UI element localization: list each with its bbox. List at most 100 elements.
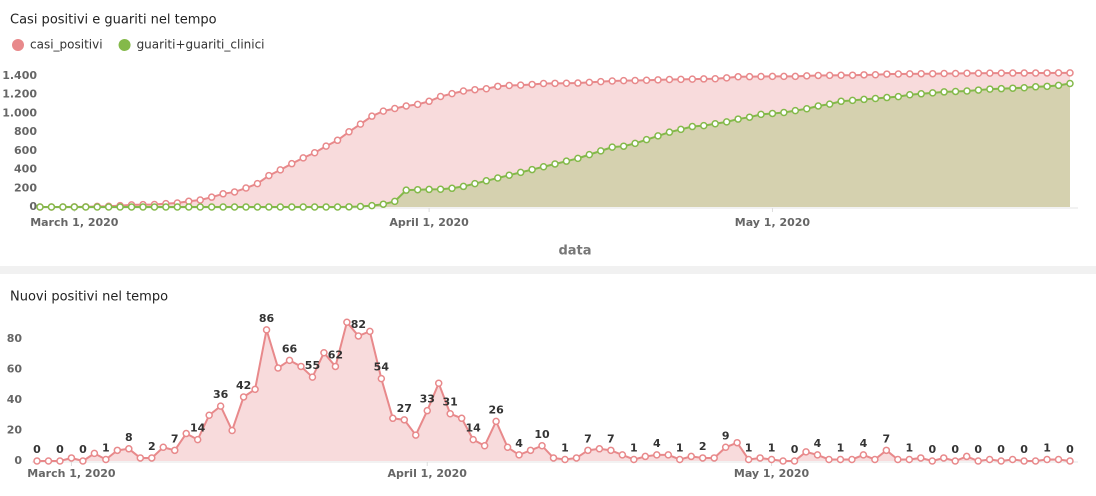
data-point	[262, 326, 271, 334]
x-axis-title: data	[558, 244, 591, 259]
data-point	[871, 455, 879, 464]
data-point	[974, 69, 983, 77]
data-point	[379, 107, 388, 115]
value-label: 0	[33, 443, 41, 456]
value-label: 1	[1043, 441, 1051, 454]
data-point	[722, 74, 731, 82]
data-point	[459, 87, 468, 95]
data-point	[494, 174, 502, 182]
data-point	[597, 77, 605, 86]
data-point	[757, 72, 765, 81]
data-point	[607, 446, 615, 455]
data-point	[595, 445, 604, 453]
data-point	[136, 454, 145, 462]
data-point	[253, 179, 262, 188]
card-separator	[0, 266, 1096, 274]
data-point	[1066, 457, 1074, 465]
data-point	[619, 142, 628, 150]
value-label: 14	[465, 422, 481, 435]
data-point	[906, 70, 914, 78]
value-label: 0	[791, 443, 799, 456]
data-point	[159, 443, 168, 452]
data-point	[791, 106, 800, 115]
value-label: 7	[171, 432, 179, 445]
data-point	[70, 203, 79, 211]
data-point	[642, 76, 651, 84]
data-point	[574, 154, 582, 163]
data-point	[196, 203, 204, 211]
value-label: 66	[282, 342, 298, 355]
data-point	[940, 88, 948, 96]
data-point	[631, 139, 639, 148]
data-point	[860, 95, 868, 104]
data-point	[802, 448, 810, 456]
data-point	[251, 385, 259, 394]
data-point	[894, 455, 902, 464]
value-label: 4	[653, 437, 661, 450]
data-point	[790, 457, 799, 465]
value-label: 0	[974, 443, 982, 456]
data-point	[744, 455, 753, 464]
data-point	[608, 143, 616, 151]
data-point	[526, 446, 535, 455]
data-point	[368, 112, 376, 120]
data-point	[562, 157, 571, 165]
data-point	[986, 69, 994, 77]
data-point	[677, 125, 685, 134]
data-point	[641, 452, 650, 461]
data-point	[551, 79, 559, 88]
data-point	[448, 184, 456, 193]
data-point	[196, 196, 204, 204]
data-point	[676, 455, 684, 464]
data-point	[883, 70, 891, 78]
value-label: 10	[534, 428, 550, 441]
data-point	[116, 203, 124, 211]
data-point	[125, 445, 133, 453]
data-point	[814, 102, 822, 110]
data-point	[469, 435, 477, 444]
data-point	[276, 166, 285, 174]
data-point	[551, 160, 559, 168]
data-point	[584, 446, 592, 455]
data-point	[285, 356, 294, 365]
data-point	[345, 128, 353, 136]
data-point	[837, 71, 845, 80]
data-point	[813, 451, 822, 459]
chart-title: Casi positivi e guariti nel tempo	[10, 13, 217, 28]
data-point	[528, 80, 536, 89]
data-point	[906, 90, 914, 99]
value-label: 26	[488, 403, 504, 416]
data-point	[585, 78, 594, 87]
value-label: 2	[148, 440, 156, 453]
data-point	[265, 203, 273, 211]
data-point	[767, 455, 776, 464]
value-label: 55	[305, 359, 320, 372]
data-point	[331, 362, 340, 371]
data-point	[711, 119, 719, 128]
data-point	[619, 76, 628, 85]
data-point	[814, 71, 822, 80]
data-point	[608, 77, 616, 85]
data-point	[665, 75, 674, 84]
value-label: 33	[420, 393, 435, 406]
data-point	[791, 72, 800, 81]
x-tick-label: April 1, 2020	[389, 216, 469, 229]
data-point	[299, 203, 307, 211]
data-point	[333, 136, 342, 145]
y-tick-label: 0	[29, 200, 37, 213]
data-point	[917, 69, 925, 78]
data-point	[276, 203, 285, 211]
value-label: 62	[328, 348, 343, 361]
data-point	[779, 457, 787, 465]
data-point	[368, 201, 376, 210]
value-label: 0	[56, 443, 64, 456]
data-point	[528, 165, 536, 174]
data-point	[859, 451, 868, 459]
data-point	[711, 74, 719, 83]
data-point	[436, 92, 445, 101]
data-point	[700, 121, 708, 130]
value-label: 4	[515, 437, 523, 450]
data-point	[654, 76, 662, 84]
data-point	[837, 97, 845, 106]
